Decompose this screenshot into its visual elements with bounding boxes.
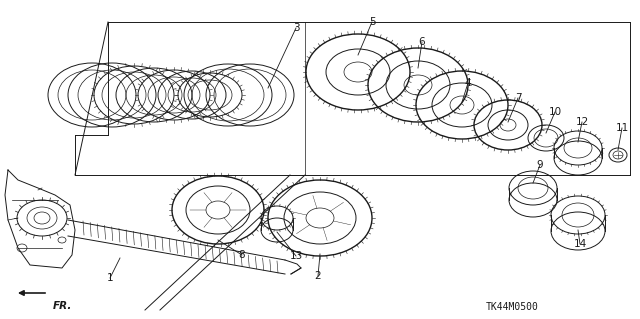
Text: 3: 3 [292,23,300,33]
Text: FR.: FR. [53,301,72,311]
Text: 8: 8 [239,250,245,260]
Text: 12: 12 [575,117,589,127]
Text: 10: 10 [548,107,561,117]
Text: 13: 13 [289,251,303,261]
Text: 1: 1 [107,273,113,283]
Text: 4: 4 [465,78,471,88]
Text: TK44M0500: TK44M0500 [486,302,538,312]
Text: 5: 5 [369,17,375,27]
Text: 6: 6 [419,37,426,47]
Text: 2: 2 [315,271,321,281]
Text: 14: 14 [573,239,587,249]
Text: 11: 11 [616,123,628,133]
Text: 7: 7 [515,93,522,103]
Text: 9: 9 [537,160,543,170]
